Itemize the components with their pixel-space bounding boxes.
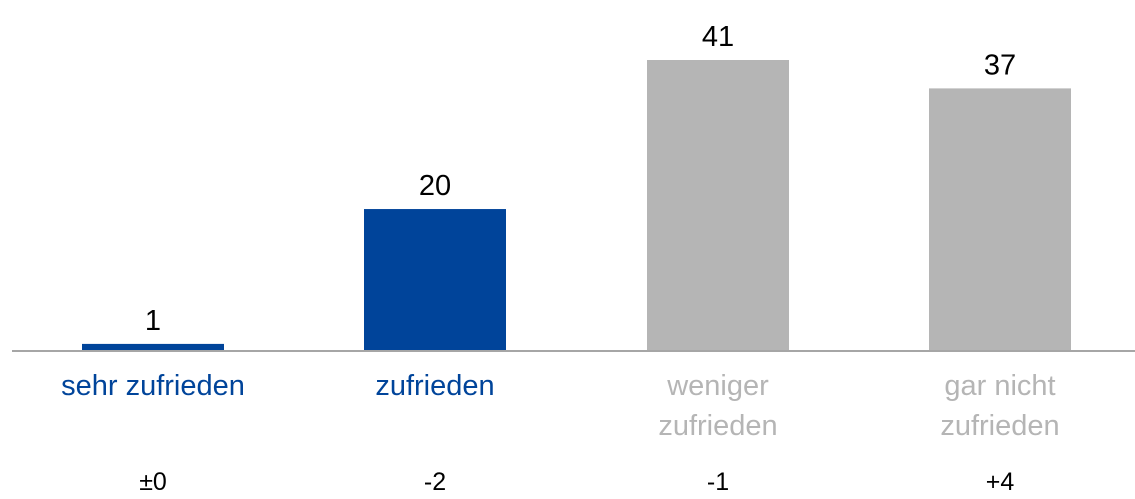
value-label: 1 <box>145 305 161 337</box>
value-label: 20 <box>419 170 451 202</box>
bar <box>364 209 506 351</box>
change-label: ±0 <box>139 468 167 496</box>
value-label: 37 <box>984 49 1016 81</box>
change-label: +4 <box>985 468 1015 496</box>
change-label: -1 <box>706 468 730 496</box>
category-label: gar nicht zufrieden <box>940 370 1060 442</box>
bar <box>647 60 789 351</box>
bar <box>929 88 1071 351</box>
category-label: weniger zufrieden <box>658 370 778 442</box>
change-label: -2 <box>423 468 447 496</box>
category-label: sehr zufrieden <box>61 370 245 402</box>
bar <box>82 343 224 351</box>
category-label: zufrieden <box>375 370 495 402</box>
value-label: 41 <box>702 21 734 53</box>
